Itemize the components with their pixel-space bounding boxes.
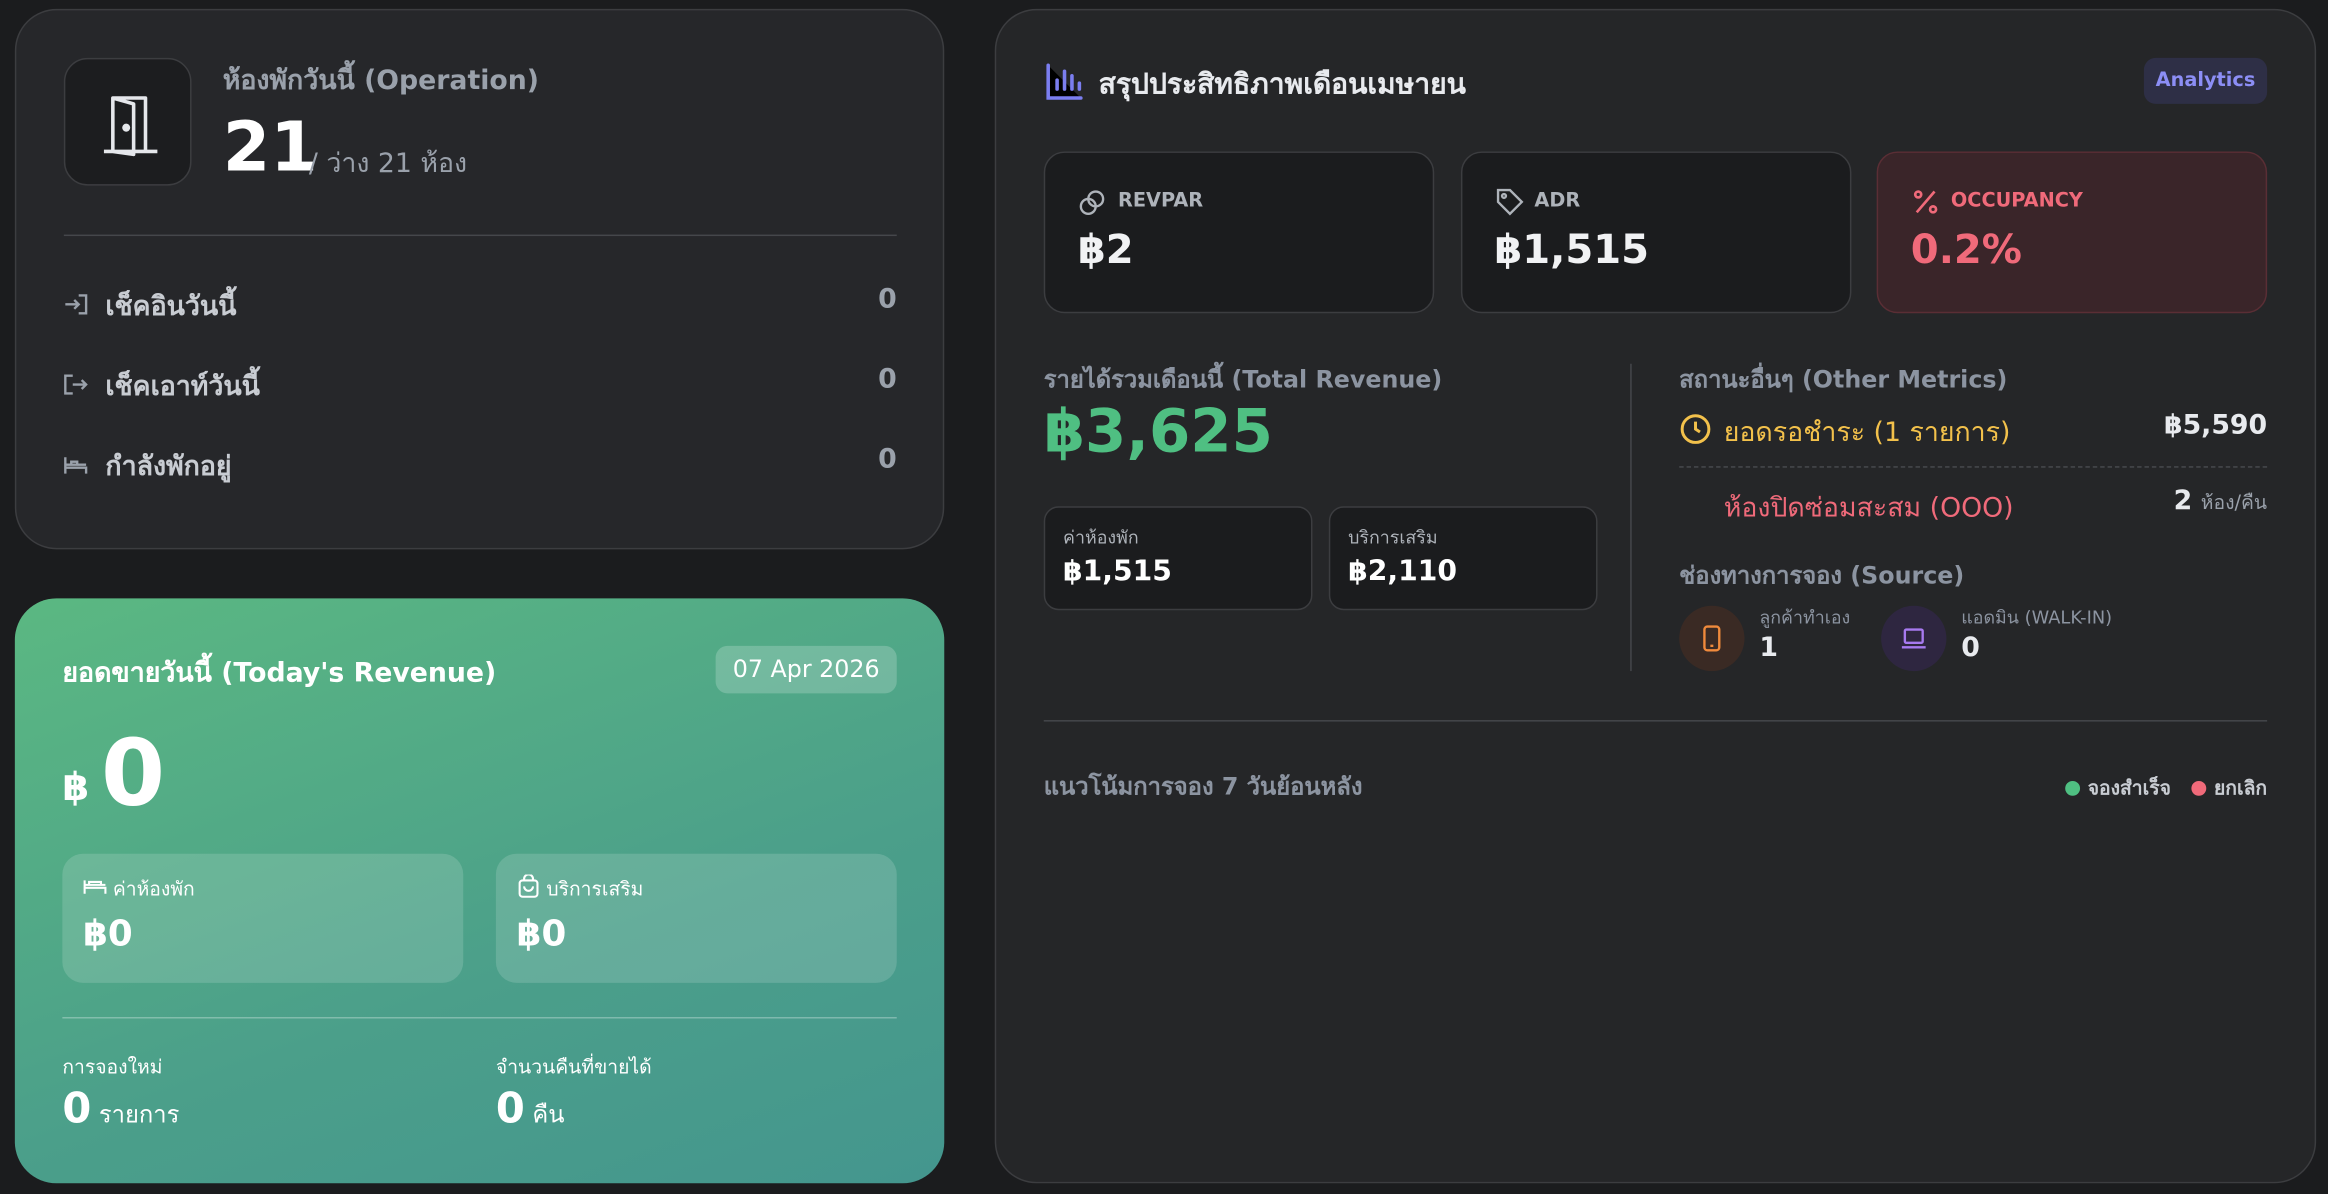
pending-value: ฿5,590 <box>2163 409 2268 441</box>
door-icon <box>103 96 158 157</box>
kpi-value: 0.2% <box>1910 227 2022 274</box>
operation-title: ห้องพักวันนี้ (Operation) <box>222 65 540 97</box>
row-value: 0 <box>878 443 897 476</box>
dashed-divider <box>1679 466 2268 468</box>
row-value: 0 <box>878 363 897 395</box>
kpi-icon <box>1911 187 1941 223</box>
source-value: 1 <box>1759 632 1778 664</box>
legend-dot <box>2191 780 2207 796</box>
ooo-unit: ห้อง/คืน <box>2200 492 2268 516</box>
stat-label: จำนวนคืนที่ขายได้ <box>495 1057 652 1080</box>
stat-unit: คืน <box>532 1100 565 1129</box>
room-icon-box <box>63 57 192 186</box>
kpi-label: OCCUPANCY <box>1950 190 2083 213</box>
chart-icon <box>1046 63 1083 100</box>
analytics-badge[interactable]: Analytics <box>2143 57 2268 104</box>
row-icon <box>62 451 89 484</box>
row-icon <box>62 371 89 404</box>
divider <box>1043 720 2268 722</box>
revenue-box-value: ฿1,515 <box>1063 555 1172 588</box>
total-revenue-label: รายได้รวมเดือนนี้ (Total Revenue) <box>1043 365 1443 394</box>
legend-item[interactable]: จองสำเร็จ <box>2065 772 2171 803</box>
kpi-icon-svg <box>1496 188 1523 216</box>
clock-icon <box>1680 414 1711 444</box>
legend-item[interactable]: ยกเลิก <box>2191 772 2268 803</box>
row-label: เช็คอินวันนี้ <box>105 290 237 323</box>
source-icon <box>1881 605 1947 672</box>
legend-label: ยกเลิก <box>2213 777 2268 801</box>
kpi-icon <box>1494 187 1524 223</box>
revenue-box-label: ค่าห้องพัก <box>1063 527 1139 548</box>
today-revenue-card <box>14 598 945 1184</box>
source-icon-svg <box>1703 625 1721 652</box>
breakdown-label: บริการเสริม <box>546 878 644 902</box>
row-icon-svg <box>64 457 88 474</box>
row-icon <box>62 291 89 324</box>
breakdown-icon-svg <box>518 873 539 898</box>
today-title: ยอดขายวันนี้ (Today's Revenue) <box>62 657 497 689</box>
kpi-card: OCCUPANCY 0.2% <box>1876 151 2268 314</box>
stat-group: 0 รายการ <box>62 1084 179 1134</box>
breakdown-icon <box>517 873 541 904</box>
ooo-label: ห้องปิดซ่อมสะสม (OOO) <box>1723 492 2014 525</box>
breakdown-label: ค่าห้องพัก <box>112 878 195 902</box>
kpi-card: ADR ฿1,515 <box>1460 151 1851 314</box>
breakdown-icon <box>83 874 107 904</box>
vertical-divider <box>1630 363 1632 672</box>
row-icon-svg <box>64 374 88 395</box>
legend-dot <box>2065 780 2081 796</box>
kpi-icon-svg <box>1079 190 1105 215</box>
room-count: 21 <box>222 106 318 188</box>
kpi-icon <box>1078 187 1108 223</box>
row-icon-svg <box>65 294 88 315</box>
today-amount: 0 <box>100 718 166 827</box>
legend-label: จองสำเร็จ <box>2087 777 2171 801</box>
kpi-value: ฿1,515 <box>1494 227 1650 274</box>
trend-legend: จองสำเร็จ ยกเลิก <box>2065 772 2267 803</box>
trend-title: แนวโน้มการจอง 7 วันย้อนหลัง <box>1043 772 1363 801</box>
rooms-available: / ว่าง 21 ห้อง <box>308 148 468 180</box>
kpi-card: REVPAR ฿2 <box>1043 151 1435 314</box>
breakdown-box: บริการเสริม฿0 <box>495 853 897 983</box>
divider <box>62 1017 897 1019</box>
row-value: 0 <box>878 283 897 315</box>
kpi-label: REVPAR <box>1117 190 1204 213</box>
pending-label: ยอดรอชำระ (1 รายการ) <box>1723 417 2011 449</box>
stat-value: 0 <box>62 1083 92 1133</box>
source-value: 0 <box>1961 632 1980 664</box>
other-title: สถานะอื่นๆ (Other Metrics) <box>1679 365 2008 394</box>
source-title: ช่องทางการจอง (Source) <box>1679 561 1965 590</box>
revenue-box-value: ฿2,110 <box>1348 555 1457 588</box>
total-revenue-value: ฿3,625 <box>1043 397 1273 467</box>
source-label: แอดมิน (WALK-IN) <box>1961 607 2113 629</box>
row-label: กำลังพักอยู่ <box>105 451 232 483</box>
source-label: ลูกค้าทำเอง <box>1759 607 1851 629</box>
breakdown-value: ฿0 <box>516 913 567 955</box>
stat-label: การจองใหม่ <box>62 1057 163 1080</box>
ooo-value-group: 2 ห้อง/คืน <box>2174 485 2267 518</box>
revenue-box: ค่าห้องพัก฿1,515 <box>1043 506 1313 611</box>
row-label: เช็คเอาท์วันนี้ <box>105 371 260 403</box>
breakdown-icon-svg <box>83 880 107 894</box>
breakdown-value: ฿0 <box>83 913 133 955</box>
ooo-value: 2 <box>2173 485 2193 517</box>
currency-symbol: ฿ <box>62 766 90 811</box>
kpi-icon-svg <box>1913 190 1938 214</box>
stat-group: 0 คืน <box>496 1084 565 1134</box>
revenue-box-label: บริการเสริม <box>1348 527 1438 548</box>
analytics-title: สรุปประสิทธิภาพเดือนเมษายน <box>1098 68 1466 101</box>
divider <box>63 234 897 237</box>
revenue-box: บริการเสริม฿2,110 <box>1328 506 1598 611</box>
kpi-value: ฿2 <box>1077 227 1134 274</box>
stat-unit: รายการ <box>98 1100 180 1129</box>
date-badge: 07 Apr 2026 <box>715 645 897 694</box>
kpi-label: ADR <box>1534 190 1581 213</box>
source-icon-svg <box>1901 628 1926 649</box>
stat-value: 0 <box>495 1083 525 1133</box>
breakdown-box: ค่าห้องพัก฿0 <box>62 853 464 983</box>
source-icon <box>1679 605 1745 672</box>
